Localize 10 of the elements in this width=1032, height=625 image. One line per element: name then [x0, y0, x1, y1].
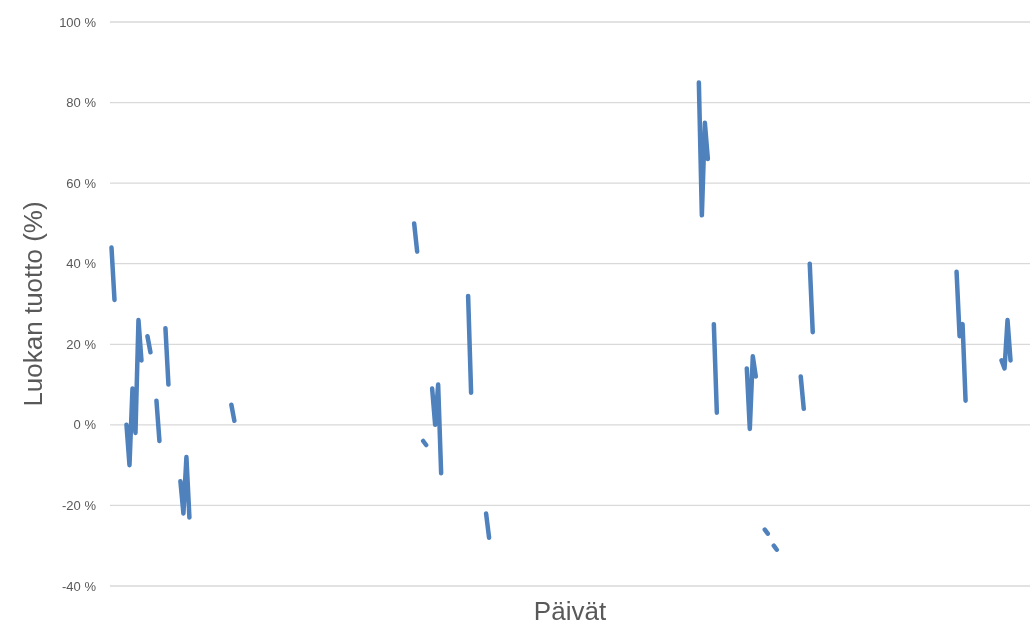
y-tick-label: 60 % [66, 175, 97, 191]
y-tick-label: 20 % [66, 336, 97, 352]
y-tick-label: -40 % [62, 578, 97, 594]
y-tick-label: -20 % [62, 497, 97, 513]
x-axis-title: Päivät [533, 596, 607, 625]
y-tick-label: 0 % [73, 417, 97, 433]
y-tick-label: 40 % [66, 256, 97, 272]
y-tick-label: 80 % [66, 95, 97, 111]
y-axis-title: Luokan tuotto (%) [18, 201, 48, 407]
y-tick-label: 100 % [59, 14, 97, 30]
